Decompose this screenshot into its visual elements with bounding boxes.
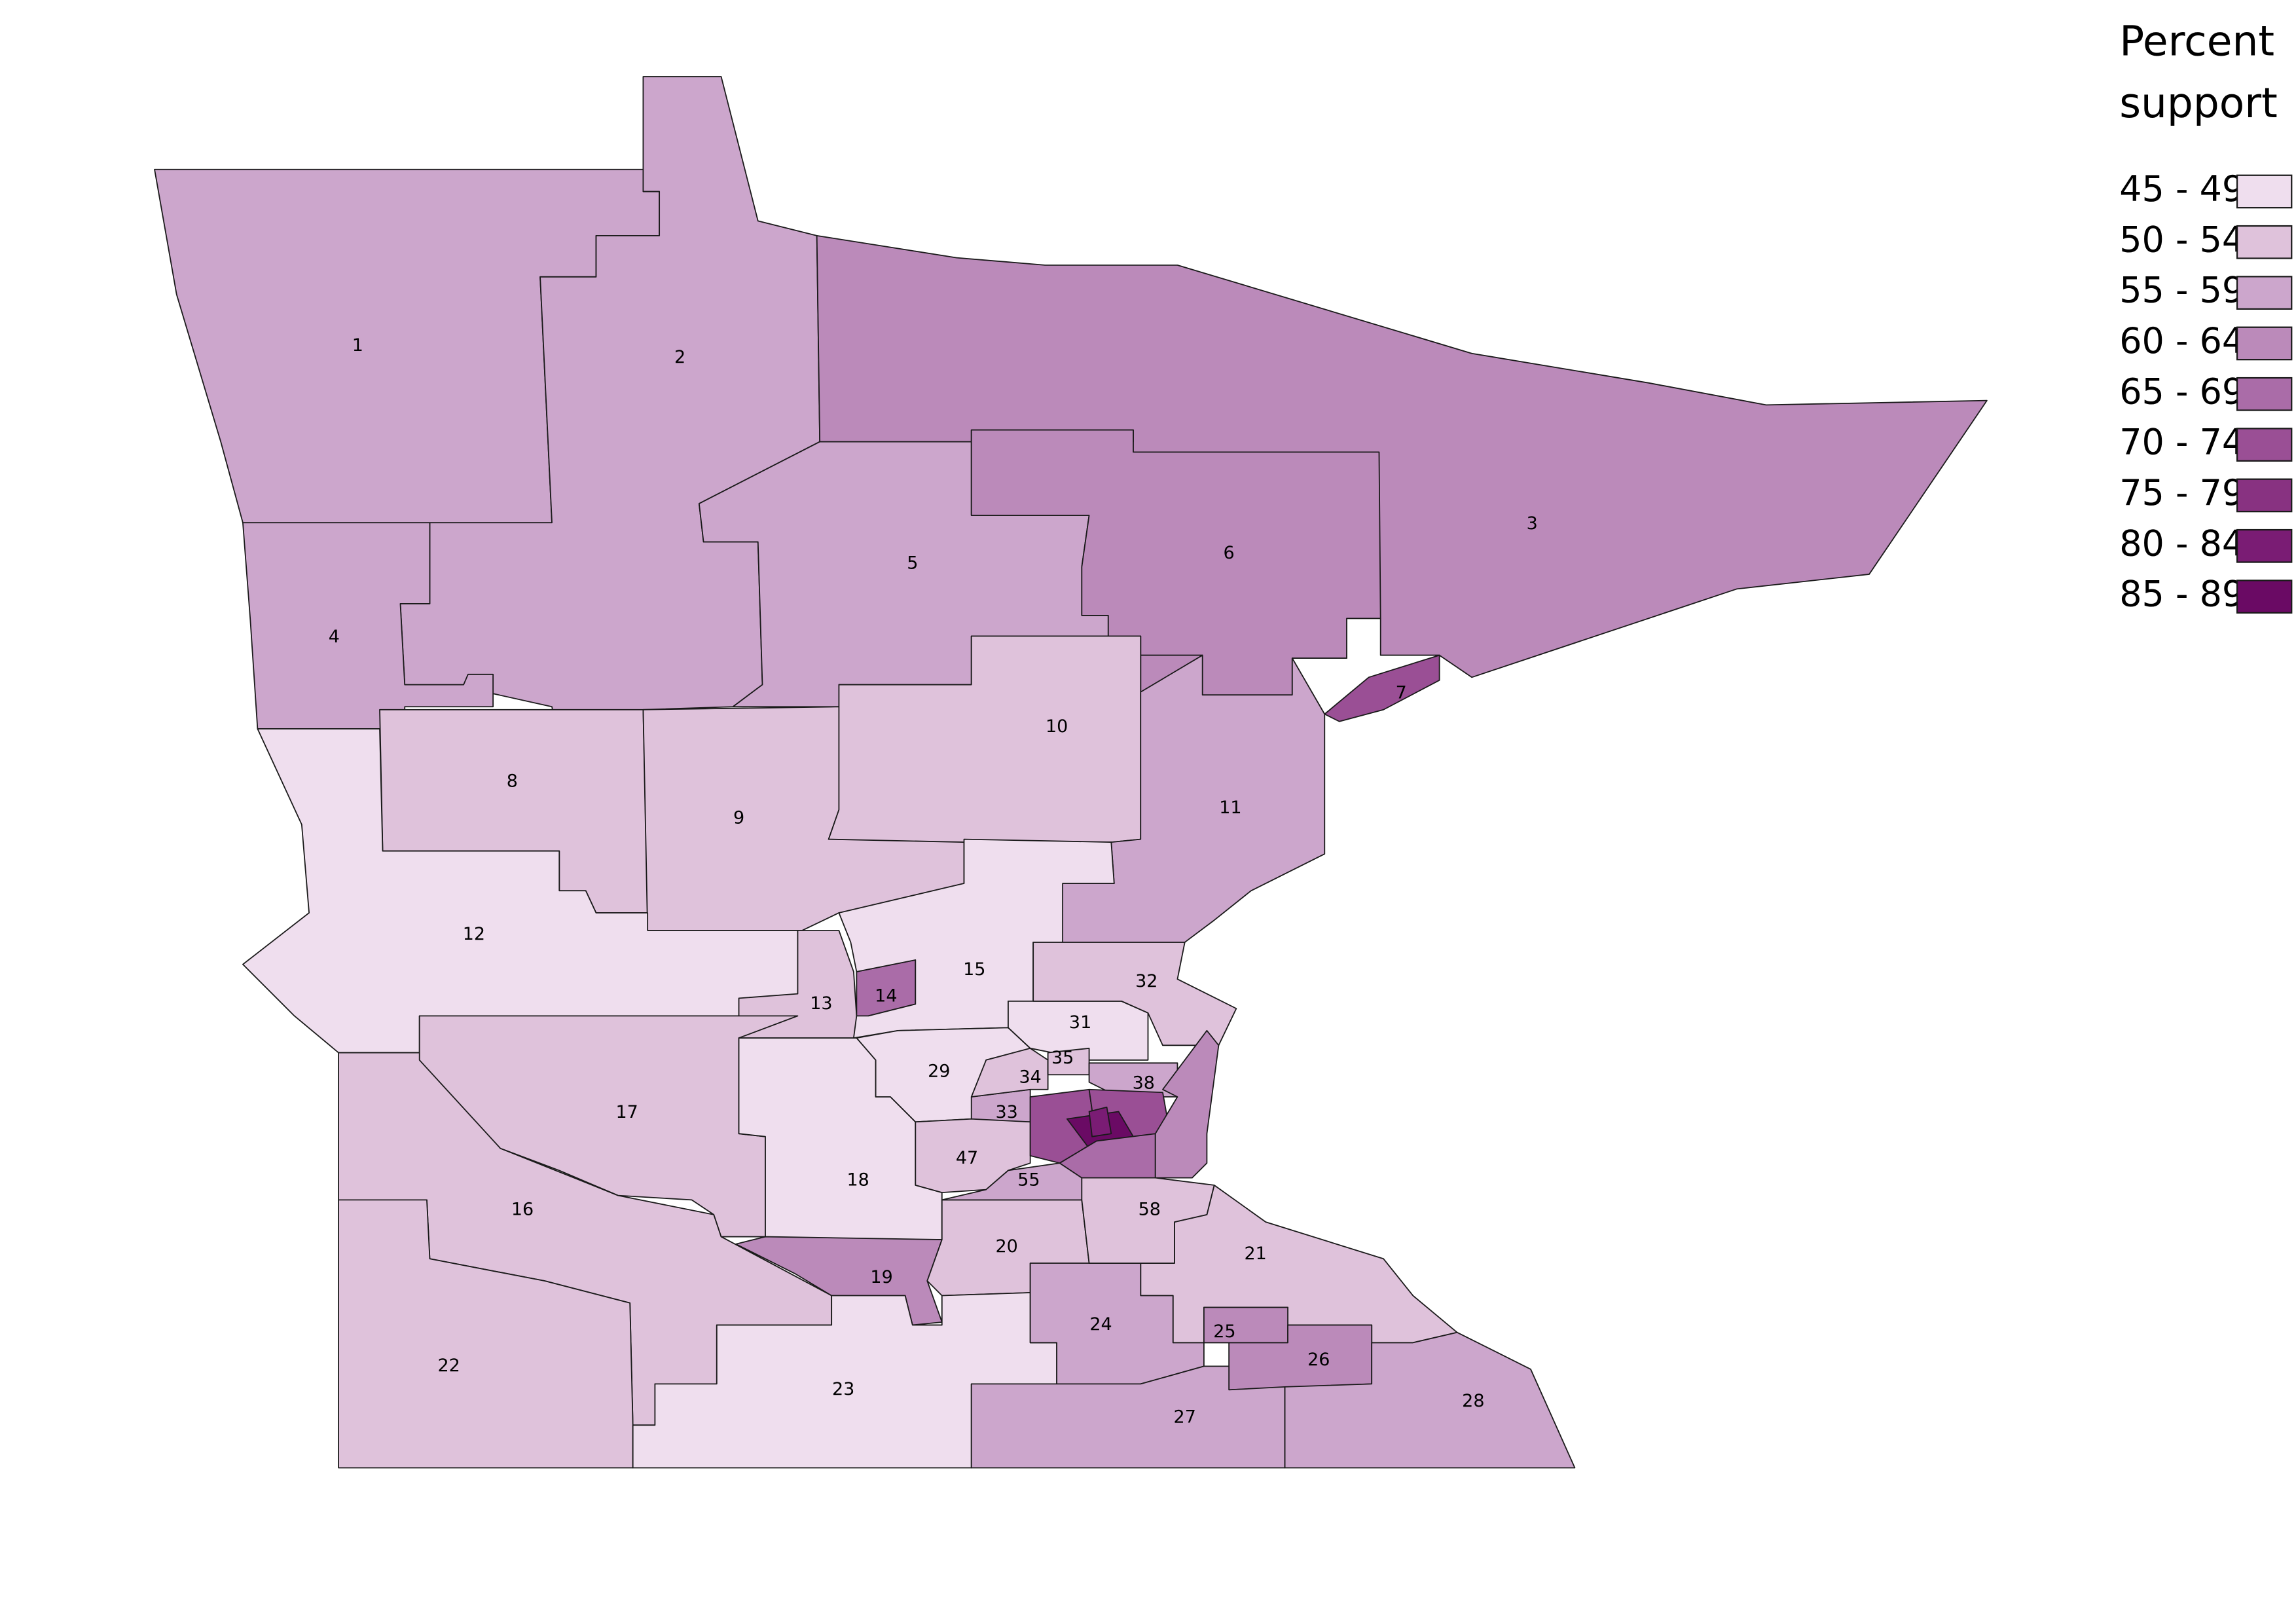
- legend: Percent support 45 - 49 50 - 54 55 - 59 60 - …: [2119, 18, 2293, 615]
- district: [1284, 1331, 1576, 1469]
- district-label: 7: [1396, 683, 1407, 703]
- district: [970, 1365, 1286, 1469]
- district-label: 19: [870, 1267, 892, 1287]
- legend-label: 45 - 49: [2119, 168, 2244, 210]
- district-label: 34: [1019, 1067, 1041, 1087]
- district-label: 32: [1135, 971, 1157, 991]
- district-label: 33: [996, 1102, 1018, 1122]
- district: [1081, 1177, 1215, 1264]
- district-label: 6: [1224, 543, 1235, 563]
- legend-label: 50 - 54: [2119, 219, 2244, 260]
- district-label: 16: [511, 1200, 534, 1220]
- legend-label: 55 - 59: [2119, 270, 2244, 311]
- district: [338, 1199, 634, 1469]
- district-label: 29: [928, 1061, 950, 1081]
- district: [1154, 1029, 1220, 1179]
- district-label: 27: [1174, 1407, 1196, 1428]
- district-label: 55: [1017, 1170, 1040, 1190]
- district-label: 35: [1051, 1048, 1074, 1068]
- legend-swatch: [2236, 428, 2293, 462]
- district-label: 2: [674, 347, 685, 367]
- district-label: 28: [1462, 1391, 1484, 1411]
- district-label: 13: [810, 993, 832, 1014]
- district-label: 24: [1089, 1314, 1112, 1335]
- district-label: 17: [616, 1102, 638, 1122]
- district: [1324, 654, 1440, 722]
- legend-swatch: [2236, 580, 2293, 614]
- district-label: 22: [437, 1356, 460, 1376]
- legend-label: 80 - 84: [2119, 523, 2244, 564]
- legend-swatch: [2236, 478, 2293, 513]
- district-label: 20: [996, 1236, 1018, 1257]
- district-label: 12: [463, 924, 485, 944]
- legend-swatch: [2236, 276, 2293, 310]
- district-label: 4: [329, 627, 340, 647]
- district-layer: [154, 76, 1988, 1469]
- district-label: 38: [1133, 1073, 1155, 1093]
- legend-swatch: [2236, 326, 2293, 361]
- district-label: 21: [1244, 1244, 1266, 1264]
- district-label: 3: [1527, 513, 1538, 534]
- district-label: 31: [1069, 1012, 1091, 1033]
- legend-label: 85 - 89: [2119, 574, 2244, 615]
- district: [1032, 942, 1237, 1046]
- district-label: 23: [832, 1379, 854, 1399]
- district-label: 9: [733, 808, 744, 828]
- legend-title: Percent: [2119, 18, 2274, 65]
- legend-swatch: [2236, 377, 2293, 411]
- legend-swatch: [2236, 225, 2293, 259]
- legend-label: 60 - 64: [2119, 320, 2244, 361]
- district-label: 10: [1046, 716, 1068, 737]
- district-label: 47: [956, 1148, 978, 1168]
- district: [1088, 1106, 1112, 1137]
- district: [1029, 1263, 1205, 1385]
- legend-label: 75 - 79: [2119, 472, 2244, 513]
- district-label: 11: [1219, 798, 1241, 818]
- legend-swatch: [2236, 174, 2293, 209]
- district-label: 25: [1213, 1321, 1235, 1342]
- legend-title: support: [2119, 79, 2278, 127]
- legend-label: 70 - 74: [2119, 422, 2244, 463]
- district-label: 1: [352, 335, 363, 356]
- district-label: 26: [1307, 1350, 1330, 1370]
- district-label: 8: [507, 771, 518, 791]
- district-label: 15: [963, 959, 985, 980]
- legend-label: 65 - 69: [2119, 371, 2244, 412]
- district-label: 18: [847, 1170, 869, 1190]
- district-label: 58: [1139, 1200, 1161, 1220]
- district-label: 14: [875, 986, 897, 1006]
- legend-swatch: [2236, 528, 2293, 563]
- district: [970, 1047, 1049, 1098]
- district: [735, 1236, 943, 1326]
- district-label: 5: [907, 553, 918, 574]
